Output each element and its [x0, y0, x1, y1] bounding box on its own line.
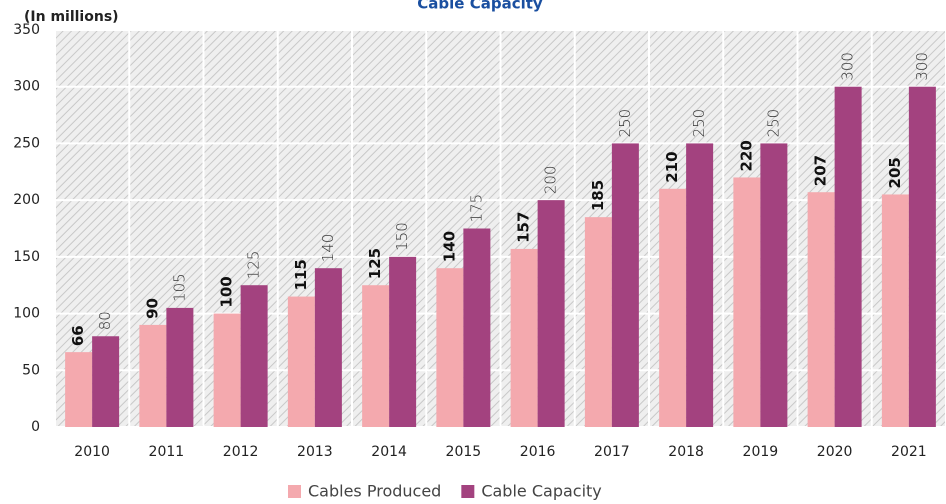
y-tick-label: 300: [13, 79, 40, 95]
x-tick-label: 2018: [668, 444, 704, 460]
x-tick-label: 2021: [891, 444, 927, 460]
legend-label: Cable Capacity: [481, 482, 601, 501]
value-label: 207: [812, 155, 830, 186]
bar: [240, 285, 268, 427]
y-tick-label: 100: [13, 306, 40, 322]
value-label: 200: [542, 166, 560, 195]
bar: [733, 177, 761, 427]
bar: [287, 296, 315, 427]
bar: [314, 268, 342, 427]
bar: [213, 313, 241, 427]
legend-swatch: [288, 485, 301, 498]
x-tick-label: 2020: [817, 444, 853, 460]
x-tick-label: 2019: [743, 444, 779, 460]
x-tick-label: 2010: [74, 444, 110, 460]
y-tick-label: 0: [31, 419, 40, 435]
value-label: 220: [737, 140, 755, 171]
x-tick-label: 2016: [520, 444, 556, 460]
value-label: 157: [515, 212, 533, 243]
x-tick-label: 2011: [149, 444, 185, 460]
value-label: 210: [663, 151, 681, 182]
value-label: 115: [292, 259, 310, 290]
value-label: 140: [319, 234, 337, 263]
bar: [908, 86, 936, 427]
y-tick-label: 150: [13, 249, 40, 265]
value-label: 205: [886, 157, 904, 188]
value-label: 175: [467, 194, 485, 223]
bar: [760, 143, 788, 427]
value-label: 125: [366, 248, 384, 279]
bar: [584, 217, 612, 427]
y-tick-label: 200: [13, 192, 40, 208]
bar: [389, 256, 417, 427]
value-label: 90: [143, 298, 161, 319]
bar: [463, 228, 491, 427]
bar: [65, 352, 93, 427]
bar: [139, 324, 167, 427]
y-axis-label: (In millions): [24, 9, 119, 25]
value-label: 300: [913, 52, 931, 81]
bar: [436, 268, 464, 427]
value-label: 300: [839, 52, 857, 81]
value-label: 150: [393, 222, 411, 251]
value-label: 250: [616, 109, 634, 138]
bar: [834, 86, 862, 427]
bar: [510, 248, 538, 427]
bar: [362, 285, 390, 427]
x-tick-label: 2015: [446, 444, 482, 460]
legend-label: Cables Produced: [308, 482, 441, 501]
value-label: 125: [245, 251, 263, 280]
x-tick-label: 2014: [371, 444, 407, 460]
bar: [881, 194, 909, 427]
x-tick-label: 2017: [594, 444, 630, 460]
bar: [807, 192, 835, 427]
value-label: 140: [440, 231, 458, 262]
value-label: 105: [170, 273, 188, 302]
bar: [686, 143, 714, 427]
bar: [166, 307, 194, 427]
value-label: 250: [690, 109, 708, 138]
bar: [92, 336, 120, 427]
chart-title: Cable Capacity: [417, 0, 543, 13]
value-label: 185: [589, 180, 607, 211]
value-label: 80: [96, 311, 114, 330]
x-tick-label: 2012: [223, 444, 259, 460]
x-tick-label: 2013: [297, 444, 333, 460]
y-tick-label: 250: [13, 135, 40, 151]
value-label: 250: [764, 109, 782, 138]
value-label: 66: [69, 325, 87, 346]
y-tick-label: 350: [13, 22, 40, 38]
bar: [537, 200, 565, 427]
legend-swatch: [461, 485, 475, 498]
bar: [611, 143, 639, 427]
value-label: 100: [218, 276, 236, 307]
y-tick-label: 50: [22, 362, 40, 378]
bar: [659, 188, 687, 427]
